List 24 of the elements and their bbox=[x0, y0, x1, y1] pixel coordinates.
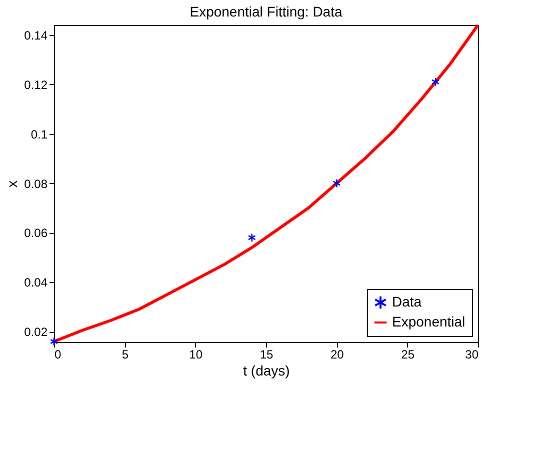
legend-label: Data bbox=[392, 294, 422, 310]
y-tick-label: 0.1 bbox=[30, 127, 48, 142]
y-tick-label: 0.12 bbox=[24, 78, 48, 92]
y-tick-label: 0.08 bbox=[24, 176, 48, 191]
y-axis-title: x bbox=[4, 180, 20, 188]
y-tick-label: 0.06 bbox=[24, 226, 48, 240]
y-tick-label: 0.02 bbox=[24, 325, 48, 340]
point bbox=[248, 233, 256, 242]
y-tick-label: 0.04 bbox=[24, 276, 48, 290]
legend-label: Exponential bbox=[392, 314, 466, 330]
x-tick-label: 30 bbox=[465, 348, 479, 362]
point bbox=[432, 77, 440, 86]
chart-title: Exponential Fitting: Data bbox=[190, 4, 342, 20]
x-axis-title: t (days) bbox=[243, 362, 290, 378]
x-tick-label: 15 bbox=[260, 348, 274, 362]
x-tick-label: 5 bbox=[122, 348, 129, 362]
line-series bbox=[52, 24, 480, 344]
x-tick-label: 0 bbox=[54, 348, 62, 362]
point bbox=[332, 178, 341, 188]
x-tick-label: 20 bbox=[330, 348, 344, 362]
point bbox=[50, 336, 58, 346]
x-tick-label: 25 bbox=[401, 348, 415, 362]
x-tick-label: 10 bbox=[189, 348, 203, 362]
y-tick-label: 0.14 bbox=[24, 28, 48, 42]
